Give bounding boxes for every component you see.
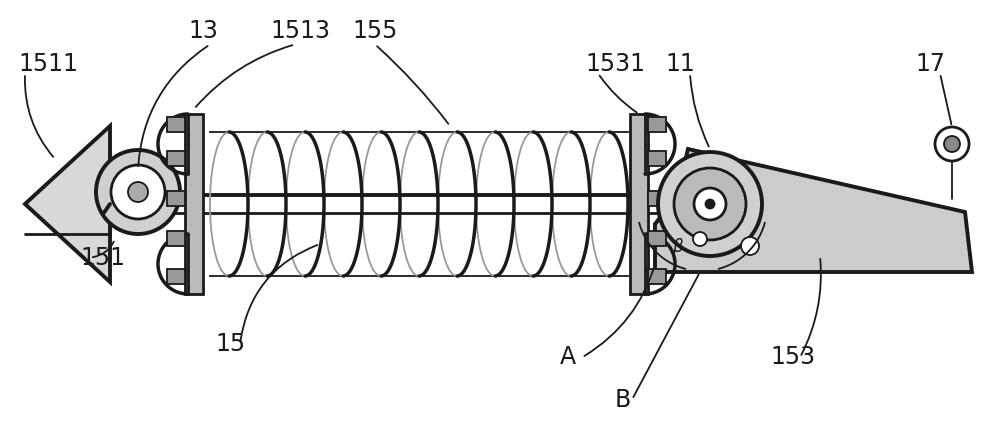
Bar: [648, 269, 666, 284]
Bar: [167, 151, 185, 166]
Bar: [648, 191, 666, 206]
Bar: [167, 231, 185, 246]
Bar: [630, 114, 648, 294]
Polygon shape: [655, 149, 972, 272]
Bar: [185, 114, 203, 294]
Text: 151: 151: [80, 246, 125, 270]
Circle shape: [693, 232, 707, 246]
Text: 1513: 1513: [270, 19, 330, 43]
Circle shape: [935, 127, 969, 161]
Text: $\beta$: $\beta$: [672, 236, 684, 258]
Circle shape: [694, 188, 726, 220]
Circle shape: [944, 136, 960, 152]
Bar: [167, 191, 185, 206]
Text: 155: 155: [352, 19, 397, 43]
Circle shape: [111, 165, 165, 219]
Text: 17: 17: [915, 52, 945, 76]
Text: 153: 153: [770, 345, 815, 369]
Polygon shape: [25, 126, 110, 282]
Circle shape: [741, 237, 759, 255]
Text: 1511: 1511: [18, 52, 78, 76]
Bar: [167, 117, 185, 132]
Bar: [167, 269, 185, 284]
Text: B: B: [615, 388, 631, 412]
Text: 13: 13: [188, 19, 218, 43]
Bar: [648, 117, 666, 132]
Circle shape: [706, 199, 714, 209]
Text: A: A: [560, 345, 576, 369]
Circle shape: [674, 168, 746, 240]
Bar: [648, 231, 666, 246]
Text: 1531: 1531: [585, 52, 645, 76]
Bar: [648, 151, 666, 166]
Text: 11: 11: [665, 52, 695, 76]
Text: 15: 15: [215, 332, 245, 356]
Circle shape: [128, 182, 148, 202]
Circle shape: [658, 152, 762, 256]
Circle shape: [96, 150, 180, 234]
